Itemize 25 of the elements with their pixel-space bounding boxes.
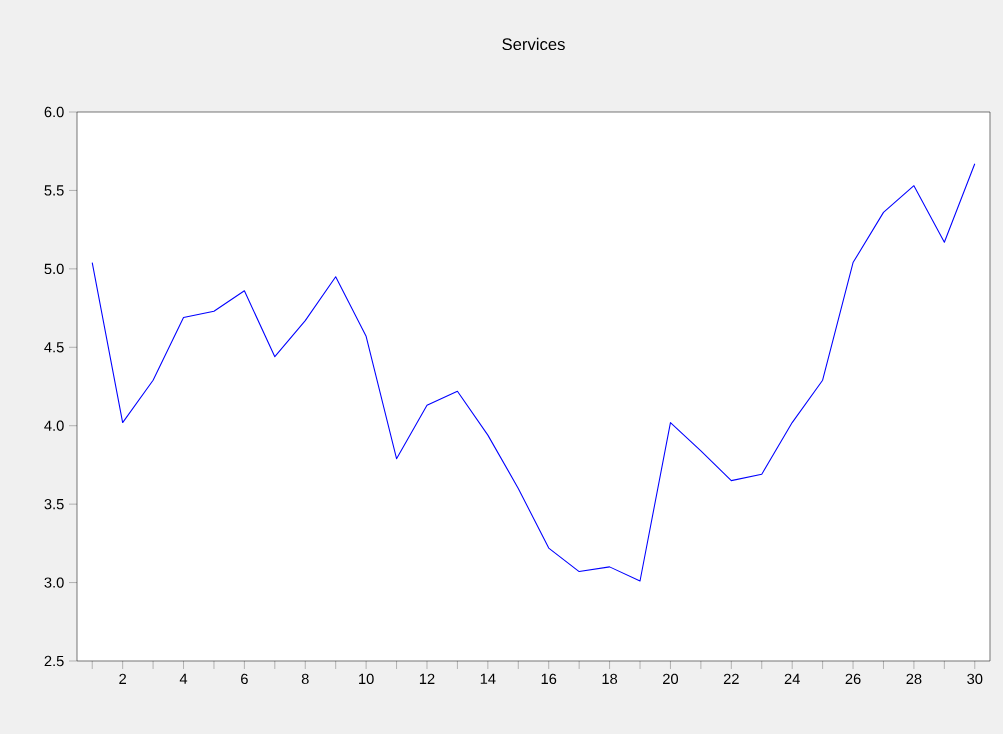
y-tick-label: 3.0: [44, 577, 64, 588]
x-tick-label: 10: [359, 673, 374, 685]
y-tick-label: 4.0: [44, 420, 64, 431]
line-series: [91, 163, 976, 582]
y-tick-label: 4.5: [44, 342, 64, 353]
y-tick-label: 5.5: [44, 185, 64, 196]
x-tick-label: 8: [301, 673, 309, 685]
x-tick-label: 30: [967, 673, 983, 685]
chart-title: Services: [502, 37, 565, 51]
x-tick-label: 14: [480, 673, 496, 684]
x-tick-label: 4: [179, 673, 188, 684]
x-tick-label: 24: [784, 673, 800, 684]
x-tick-label: 2: [119, 673, 126, 684]
y-tick-label: 3.5: [44, 498, 64, 510]
y-tick-label: 2.5: [44, 655, 64, 667]
x-tick-label: 18: [602, 673, 618, 685]
x-tick-label: 28: [906, 673, 922, 685]
x-tick-label: 12: [419, 673, 435, 684]
y-tick-label: 6.0: [44, 106, 64, 118]
x-tick-label: 20: [663, 673, 679, 685]
x-tick-label: 22: [723, 673, 739, 684]
y-tick-label: 5.0: [44, 263, 64, 275]
x-tick-label: 16: [541, 673, 557, 685]
x-tick-label: 6: [241, 673, 248, 685]
x-tick-label: 26: [845, 673, 861, 685]
